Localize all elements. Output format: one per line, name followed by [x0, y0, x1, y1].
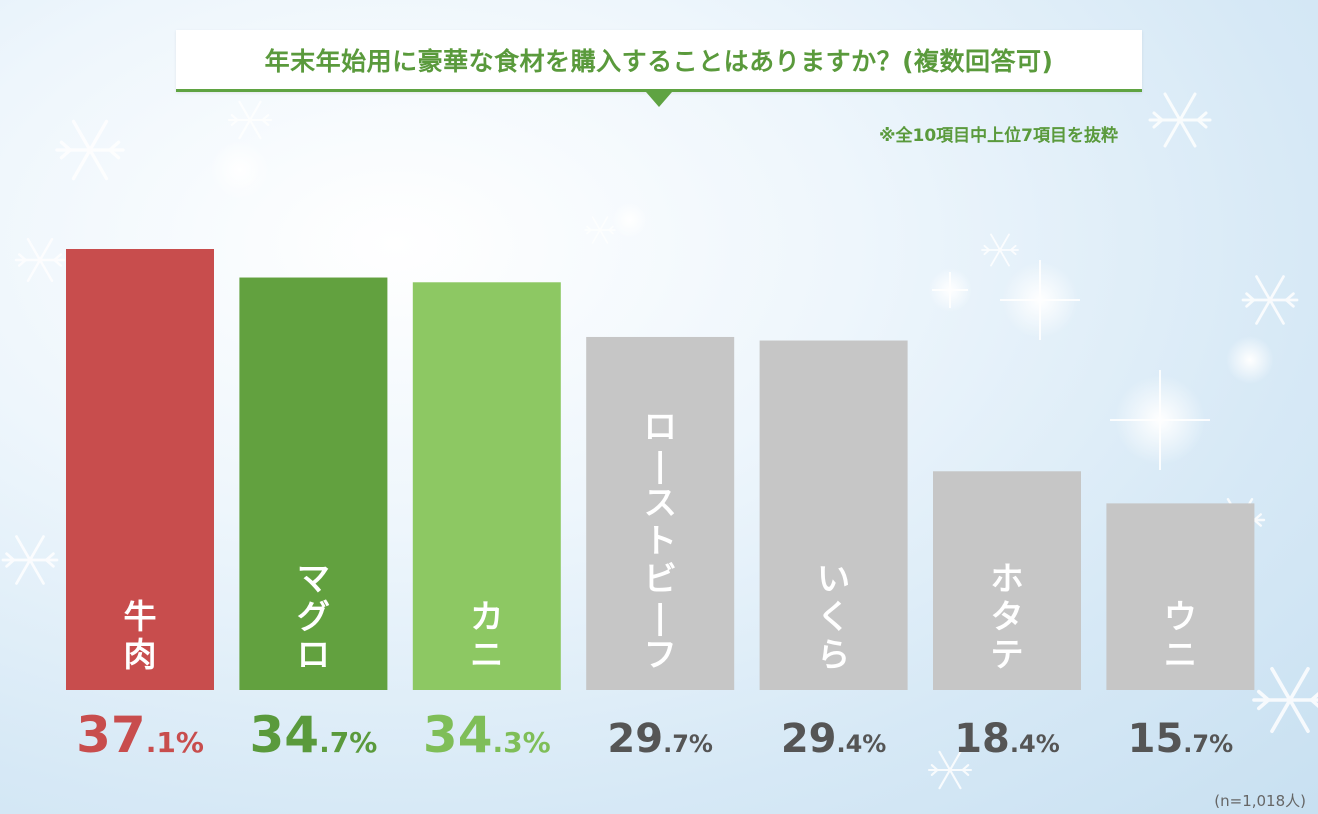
chart-title: 年末年始用に豪華な食材を購入することはありますか？(複数回答可) — [264, 46, 1054, 76]
bar-label-3: カニ — [470, 597, 503, 674]
sample-size-note: (n=1,018人) — [1214, 792, 1306, 810]
title-pointer-triangle — [646, 92, 672, 107]
bar-label-5: いくら — [817, 559, 850, 674]
bar-6 — [933, 471, 1081, 690]
bar-3 — [412, 282, 561, 690]
chart-title-box: 年末年始用に豪華な食材を購入することはありますか？(複数回答可) — [176, 30, 1142, 92]
value-label-1: 37.1% — [76, 706, 204, 764]
bar-5 — [759, 340, 908, 690]
value-label-6: 18.4% — [954, 716, 1060, 762]
value-label-7: 15.7% — [1128, 716, 1234, 762]
value-label-4: 29.7% — [607, 716, 713, 762]
bar-4 — [586, 336, 735, 690]
bar-label-4: ロ|ストビ|フ — [644, 407, 677, 674]
bar-1 — [66, 249, 214, 690]
bar-label-6: ホタテ — [991, 559, 1024, 674]
chart-note: ※全10項目中上位7項目を抜粋 — [878, 126, 1118, 146]
value-label-5: 29.4% — [781, 716, 887, 762]
bar-2 — [239, 277, 388, 690]
bar-label-1: 牛肉 — [124, 597, 157, 674]
bar-label-2: マグロ — [297, 559, 330, 674]
bar-7 — [1106, 503, 1255, 690]
bar-label-7: ウニ — [1164, 597, 1197, 674]
value-label-2: 34.7% — [250, 706, 378, 764]
value-label-3: 34.3% — [423, 706, 551, 764]
